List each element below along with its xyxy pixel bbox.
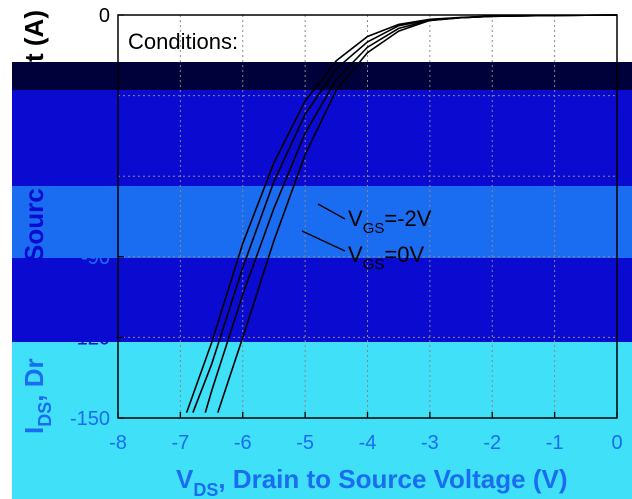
x-tick-label: -7: [171, 432, 189, 454]
annotation-arrow-2: [301, 230, 346, 252]
grid-layer: [118, 15, 617, 418]
tick-layer: -8 -7 -6 -5 -4 -3 -2 -1 0 0 -90 -120 -150: [70, 5, 623, 454]
x-tick-label: 0: [611, 432, 622, 454]
x-axis-label-main: V: [176, 464, 194, 494]
x-tick-label: -1: [546, 432, 564, 454]
y-tick-label: 0: [99, 5, 110, 27]
x-tick-label: -3: [421, 432, 439, 454]
x-axis-label-sub: DS: [193, 480, 218, 499]
vgs-annotation-minus2-rest: =-2V: [384, 206, 431, 231]
y-tick-label: -120: [70, 327, 110, 349]
y-tick-label: -150: [70, 408, 110, 430]
cyan-band: [12, 342, 632, 499]
dark-blue-band: [12, 90, 632, 186]
x-tick-label: -8: [109, 432, 127, 454]
mid-blue-band: [12, 186, 632, 258]
y-tick-label: -90: [81, 247, 110, 269]
x-axis-label-rest: , Drain to Source Voltage (V): [218, 464, 567, 494]
x-tick-label: -6: [234, 432, 252, 454]
vgs-annotation-0: VGS=0V: [348, 242, 424, 273]
annotation-arrow-1: [317, 203, 346, 220]
dark-blue-band-lower: [12, 258, 632, 342]
y-axis-label-fragment-top: t (A): [19, 10, 49, 62]
conditions-annotation: Conditions:: [128, 29, 238, 54]
vgs-annotation-minus2: VGS=-2V: [348, 206, 432, 237]
black-bar-band: [12, 62, 632, 90]
series-line-4: [185, 14, 618, 413]
vgs-annotation-0-main: V: [348, 242, 363, 267]
y-axis-label-rest: , Dr: [19, 358, 49, 401]
curve-layer: [185, 14, 618, 413]
x-tick-label: -5: [296, 432, 314, 454]
x-tick-label: -2: [483, 432, 501, 454]
vgs-annotation-minus2-sub: GS: [363, 220, 385, 237]
x-axis-label: VDS, Drain to Source Voltage (V): [176, 464, 567, 499]
vgs-annotation-0-rest: =0V: [384, 242, 424, 267]
vgs-annotation-minus2-main: V: [348, 206, 363, 231]
y-axis-label-main: I: [19, 427, 49, 434]
x-tick-label: -4: [359, 432, 377, 454]
y-axis-label-fragment-middle: Sourc: [19, 188, 49, 262]
vgs-annotation-0-sub: GS: [363, 256, 385, 273]
y-axis-label-sub: DS: [35, 402, 55, 427]
y-axis-label-fragment-bottom: IDS, Dr: [19, 358, 55, 434]
